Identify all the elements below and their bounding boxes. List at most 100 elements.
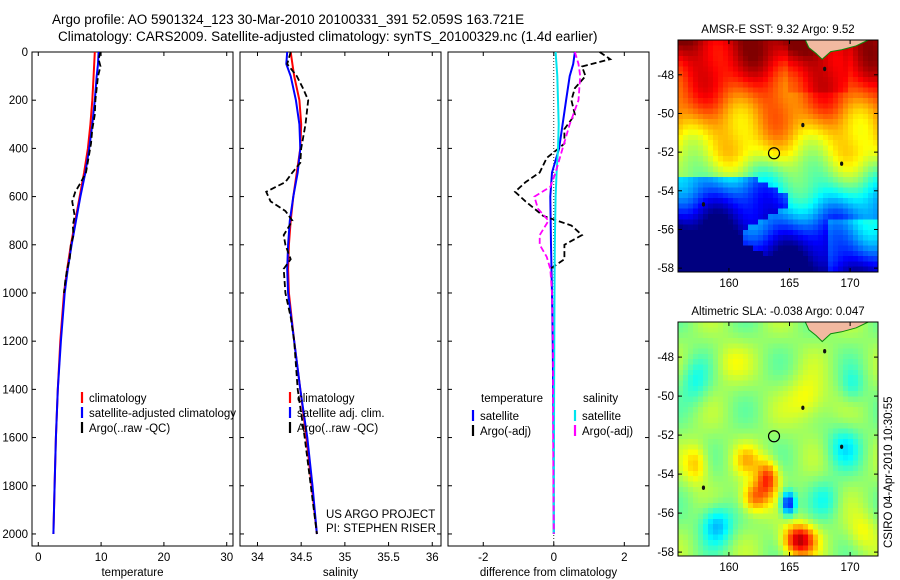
sst-map-cell [738,119,744,125]
sla-map-cell [798,492,804,499]
sla-map-cell [758,380,764,387]
sst-map-cell [768,98,774,104]
sst-map-cell [753,108,759,115]
sst-map-cell [728,192,734,199]
sst-map-cell [818,55,824,62]
sla-map-cell [783,545,789,552]
sla-map-cell [858,417,864,424]
sla-map-cell [733,513,739,520]
sla-map-cell [803,423,809,429]
sst-map-cell [778,161,784,168]
sla-map-cell [793,332,799,339]
sla-map-cell [723,550,729,557]
sst-map-cell [853,140,859,147]
sst-map-cell [803,50,809,57]
sst-map-cell [783,208,789,215]
sst-map-cell [738,113,744,120]
sst-map-cell [828,208,834,215]
sla-map-cell [758,343,764,350]
sla-map-cell [863,524,869,531]
sst-map-cell [833,119,839,125]
sst-map-cell [718,61,724,67]
sst-map-cell [698,124,704,131]
sla-map-cell [783,385,789,392]
sla-map-cell [783,353,789,360]
sla-map-cell [748,412,754,419]
sla-map-cell [793,439,799,445]
sst-map-cell [828,214,834,220]
sst-map-cell [798,182,804,189]
sla-map-cell [838,460,844,467]
sla-map-cell [733,359,739,366]
sst-map-cell [728,150,734,157]
sst-map-cell [753,40,759,46]
sst-map-cell [873,214,879,220]
sla-map-cell [703,492,709,499]
sla-map-cell [848,524,854,531]
sst-map-cell [858,235,864,241]
sla-map-cell [733,391,739,398]
sst-map-cell [693,82,699,89]
sst-map-cell [753,203,759,210]
sst-map-cell [858,224,864,231]
sst-map-cell [693,87,699,94]
sst-map-cell [873,124,879,131]
sla-map-cell [808,332,814,339]
sla-map-cell [698,486,704,493]
sst-map-cell [858,50,864,57]
temperature-xtick-label: 20 [158,552,171,564]
sst-map-cell [843,87,849,94]
sla-map-cell [773,470,779,477]
sst-map-cell [808,171,814,178]
sst-map-cell [823,214,829,220]
sla-map-cell [728,428,734,435]
sst-map-cell [873,171,879,178]
sla-map-cell [793,497,799,504]
sla-map-cell [838,529,844,536]
sst-map-cell [693,66,699,73]
sst-map-cell [708,76,714,83]
sla-map-cell [868,433,874,440]
sla-map-cell [783,417,789,424]
sst-map-cell [728,124,734,131]
sst-map-cell [683,214,689,220]
sla-map-cell [873,332,879,339]
sla-map-cell [808,412,814,419]
sst-map-cell [813,108,819,115]
sla-map-cell [703,417,709,424]
sla-map-cell [863,423,869,429]
sst-map-cell [713,92,719,99]
sla-map-cell [723,332,729,339]
sst-map-cell [708,250,714,257]
sla-map-cell [768,481,774,488]
sst-map-cell [758,40,764,46]
sst-map-cell [758,140,764,147]
sst-map-cell [768,192,774,199]
sla-map-cell [863,433,869,440]
sla-map-cell [718,423,724,429]
sst-map-cell [753,129,759,136]
sst-map-cell [763,261,769,268]
difference-xtick-label: -2 [478,552,488,564]
sst-map-cell [713,119,719,125]
sla-map-cell [733,454,739,461]
sla-map-cell [768,476,774,483]
sla-map-cell [863,545,869,552]
sla-map-cell [838,492,844,499]
sla-map-cell [843,550,849,557]
sla-map-cell [803,401,809,408]
sst-map-cell [728,45,734,52]
sla-map-cell [733,423,739,429]
sst-map-cell [798,55,804,62]
sst-map-cell [843,203,849,210]
sst-map-cell [718,113,724,120]
sst-map-cell [853,182,859,189]
sst-map-cell [823,250,829,257]
sla-map-cell [683,401,689,408]
sla-map-cell [688,348,694,355]
sst-map-cell [743,240,749,247]
sla-map-cell [708,364,714,371]
sst-map-cell [863,87,869,94]
sst-map-cell [828,229,834,236]
